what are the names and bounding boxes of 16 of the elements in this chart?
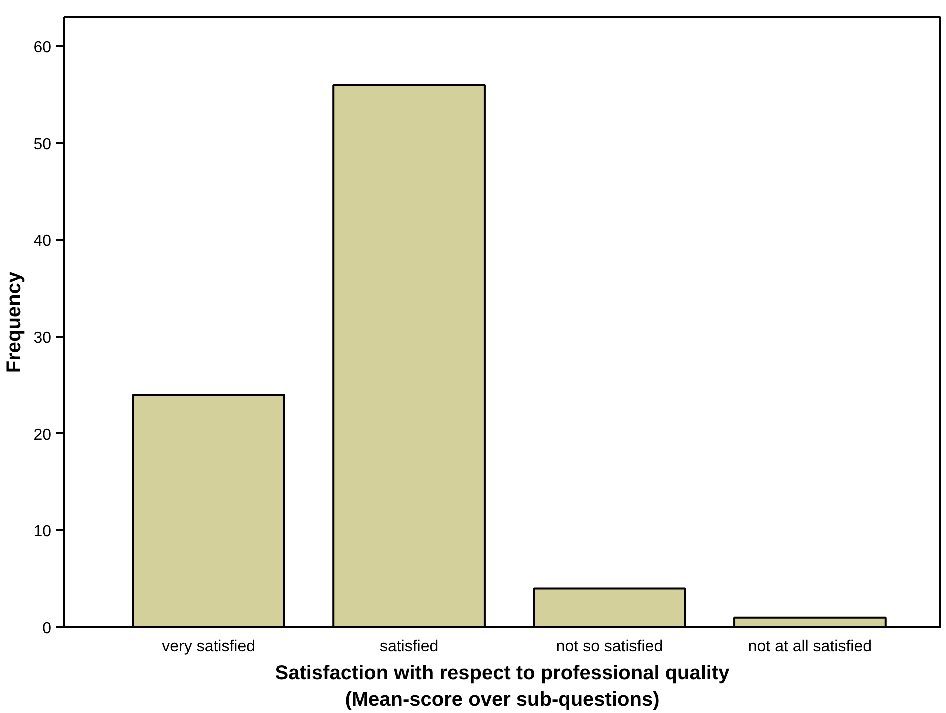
y-axis-title: Frequency <box>4 271 26 374</box>
y-tick-label: 40 <box>34 233 52 250</box>
bar <box>132 394 286 628</box>
y-tick-label: 20 <box>34 426 52 444</box>
y-tick-label: 10 <box>34 524 52 541</box>
x-tick-label: satisfied <box>380 638 439 656</box>
x-axis-title: Satisfaction with respect to professional quality (Mean-score over sub-questions) <box>275 662 731 711</box>
y-tick-label: 0 <box>42 620 52 638</box>
y-tick-label: 30 <box>34 330 52 348</box>
bar <box>533 588 686 628</box>
x-tick-label: not at all satisfied <box>748 638 872 656</box>
x-tick-label: very satisfied <box>162 638 256 656</box>
x-tick-label: not so satisfied <box>556 638 664 656</box>
bar <box>332 84 486 628</box>
y-tick-label: 60 <box>34 40 52 57</box>
y-tick-label: 50 <box>34 136 52 154</box>
